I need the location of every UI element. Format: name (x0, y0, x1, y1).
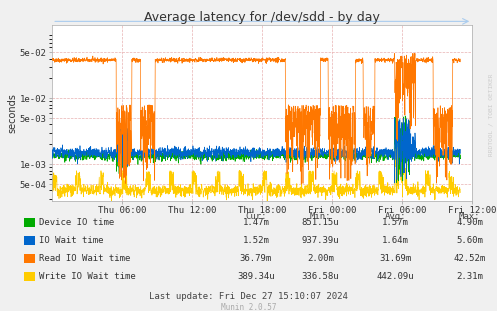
Text: 42.52m: 42.52m (454, 254, 486, 263)
Text: 2.00m: 2.00m (307, 254, 334, 263)
Text: 31.69m: 31.69m (379, 254, 411, 263)
Text: 1.47m: 1.47m (243, 218, 269, 227)
Text: Munin 2.0.57: Munin 2.0.57 (221, 303, 276, 311)
Text: 442.09u: 442.09u (376, 272, 414, 281)
Title: Average latency for /dev/sdd - by day: Average latency for /dev/sdd - by day (144, 11, 380, 24)
Text: Cur:: Cur: (245, 212, 267, 221)
Text: 937.39u: 937.39u (302, 236, 339, 245)
Text: Write IO Wait time: Write IO Wait time (39, 272, 136, 281)
Y-axis label: seconds: seconds (7, 93, 17, 133)
Text: 336.58u: 336.58u (302, 272, 339, 281)
Text: IO Wait time: IO Wait time (39, 236, 103, 245)
Text: Avg:: Avg: (384, 212, 406, 221)
Text: 2.31m: 2.31m (456, 272, 483, 281)
Text: 36.79m: 36.79m (240, 254, 272, 263)
Text: Read IO Wait time: Read IO Wait time (39, 254, 130, 263)
Text: Max:: Max: (459, 212, 481, 221)
Text: 5.60m: 5.60m (456, 236, 483, 245)
Text: RRDTOOL / TOBI OETIKER: RRDTOOL / TOBI OETIKER (488, 74, 493, 156)
Text: Device IO time: Device IO time (39, 218, 114, 227)
Text: 389.34u: 389.34u (237, 272, 275, 281)
Text: Last update: Fri Dec 27 15:10:07 2024: Last update: Fri Dec 27 15:10:07 2024 (149, 292, 348, 300)
Text: 1.52m: 1.52m (243, 236, 269, 245)
Text: 1.57m: 1.57m (382, 218, 409, 227)
Text: 1.64m: 1.64m (382, 236, 409, 245)
Text: 851.15u: 851.15u (302, 218, 339, 227)
Text: 4.90m: 4.90m (456, 218, 483, 227)
Text: Min:: Min: (310, 212, 331, 221)
